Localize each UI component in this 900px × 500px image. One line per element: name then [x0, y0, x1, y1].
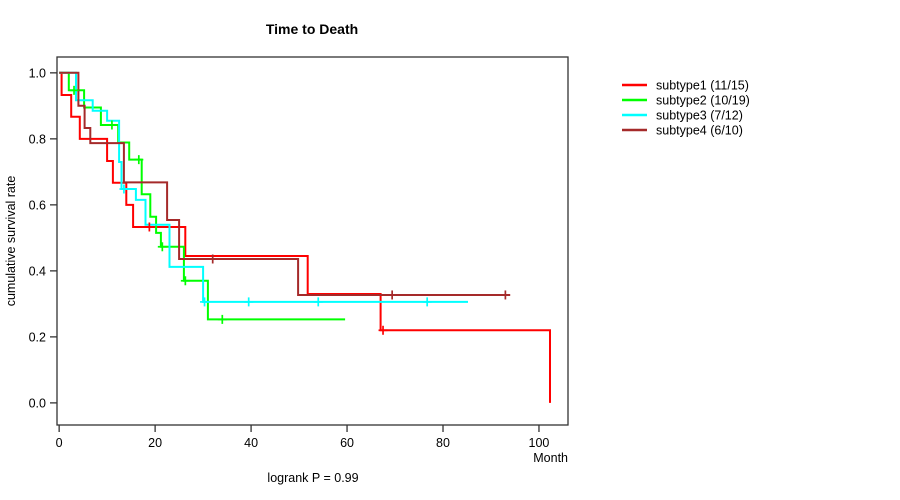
- y-axis: 0.0 0.2 0.4 0.6 0.8 1.0: [29, 66, 57, 410]
- x-tick-label: 100: [529, 436, 550, 450]
- y-tick-label: 0.4: [29, 264, 46, 278]
- x-tick-label: 60: [340, 436, 354, 450]
- plot-border-box: [56, 56, 569, 426]
- survival-curve-subtype1: [59, 71, 551, 403]
- survival-curve-subtype2: [59, 71, 346, 321]
- x-axis-label: Month: [533, 451, 568, 465]
- survival-curve-subtype3: [59, 71, 468, 303]
- survival-curve-subtype4: [59, 71, 511, 296]
- legend-label: subtype2 (10/19): [656, 94, 750, 108]
- survival-curves: [59, 71, 551, 403]
- legend: subtype1 (11/15)subtype2 (10/19)subtype3…: [622, 79, 750, 138]
- x-tick-label: 20: [148, 436, 162, 450]
- x-axis: 0 20 40 60 80 100: [56, 425, 550, 450]
- y-tick-label: 0.8: [29, 132, 46, 146]
- y-tick-label: 0.2: [29, 330, 46, 344]
- x-tick-label: 0: [56, 436, 63, 450]
- legend-label: subtype1 (11/15): [656, 79, 749, 93]
- y-axis-label: cumulative survival rate: [4, 176, 18, 307]
- y-tick-label: 0.0: [29, 396, 46, 410]
- x-tick-label: 80: [436, 436, 450, 450]
- legend-label: subtype4 (6/10): [656, 124, 743, 138]
- censor-marks: [69, 85, 510, 335]
- chart-title: Time to Death: [266, 21, 358, 37]
- legend-label: subtype3 (7/12): [656, 109, 743, 123]
- y-tick-label: 0.6: [29, 198, 46, 212]
- logrank-annotation: logrank P = 0.99: [267, 471, 358, 485]
- y-tick-label: 1.0: [29, 66, 46, 80]
- x-tick-label: 40: [244, 436, 258, 450]
